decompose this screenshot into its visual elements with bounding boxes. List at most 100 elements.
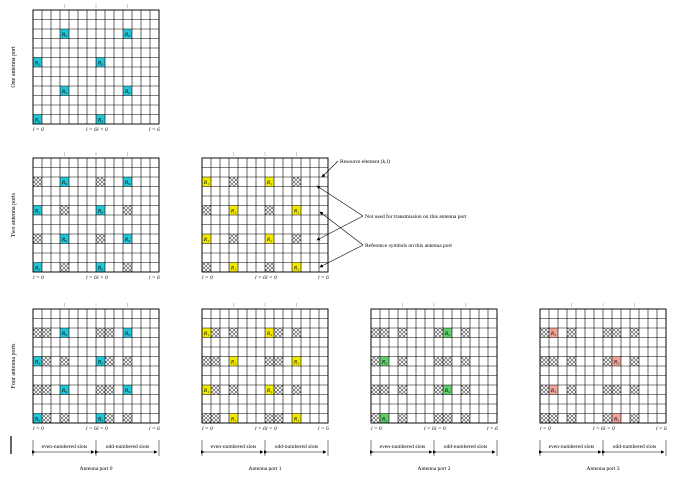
reference-symbol-label: R₀ — [124, 89, 130, 95]
unused-resource-element — [265, 262, 274, 272]
resource-grid-antenna-port-0: R₀ R₀ R₀ R₀ R₀ R₀ R₀ R₀ — [32, 152, 160, 273]
unused-resource-element — [371, 328, 380, 338]
reference-symbol-cell — [202, 328, 211, 338]
unused-resource-element — [540, 328, 549, 338]
unused-resource-element — [461, 385, 470, 395]
unused-resource-element — [371, 385, 380, 395]
reference-symbol-cell — [96, 413, 105, 423]
unused-resource-element — [105, 413, 114, 423]
unused-resource-element — [567, 328, 576, 338]
reference-symbol-cell — [229, 262, 238, 272]
unused-resource-element — [630, 413, 639, 423]
symbol-index-label: l = 6 — [86, 127, 97, 133]
symbol-index-label: l = 6 — [255, 275, 266, 281]
unused-resource-element — [603, 385, 612, 395]
unused-resource-element — [42, 385, 51, 395]
reference-symbol-cell — [33, 413, 42, 423]
unused-resource-element — [461, 356, 470, 366]
resource-grid-antenna-port-0: R₀ R₀ R₀ R₀ R₀ R₀ R₀ R₀ — [32, 303, 160, 424]
antenna-port-caption: Antenna port 0 — [80, 466, 113, 472]
unused-resource-element — [434, 328, 443, 338]
unused-resource-element — [567, 413, 576, 423]
unused-resource-element — [630, 328, 639, 338]
reference-symbol-cell — [60, 328, 69, 338]
unused-resource-element — [96, 234, 105, 244]
unused-resource-element — [33, 177, 42, 187]
unused-resource-element — [265, 205, 274, 215]
reference-symbol-label: R₁ — [230, 265, 236, 271]
unused-resource-element — [229, 177, 238, 187]
unused-resource-element — [567, 385, 576, 395]
reference-symbol-label: R₁ — [293, 208, 299, 214]
reference-symbol-cell — [60, 29, 69, 39]
unused-resource-element — [292, 234, 301, 244]
reference-symbol-cell — [292, 356, 301, 366]
unused-resource-element — [202, 262, 211, 272]
unused-resource-element — [60, 205, 69, 215]
unused-resource-element — [434, 356, 443, 366]
unused-resource-element — [229, 234, 238, 244]
reference-symbol-label: R₁ — [266, 388, 272, 394]
unused-resource-element — [630, 385, 639, 395]
unused-resource-element — [434, 385, 443, 395]
unused-resource-element — [60, 356, 69, 366]
reference-symbol-cell — [265, 177, 274, 187]
unused-resource-element — [274, 356, 283, 366]
unused-resource-element — [229, 385, 238, 395]
symbol-index-label: l = 6 — [86, 275, 97, 281]
antenna-port-caption: Antenna port 3 — [587, 466, 620, 472]
unused-resource-element — [443, 413, 452, 423]
symbol-index-label: l = 0 — [33, 275, 44, 281]
reference-symbol-label: R₁ — [203, 180, 209, 186]
symbol-index-label: l = 6 — [424, 426, 435, 432]
unused-resource-element — [211, 413, 220, 423]
reference-symbol-label: R₃ — [613, 359, 619, 365]
unused-resource-element — [274, 328, 283, 338]
reference-symbol-label: R₀ — [97, 60, 103, 66]
reference-symbol-label: R₃ — [550, 388, 556, 394]
odd-slots-label: odd-numbered slots — [444, 444, 488, 450]
reference-symbol-cell — [123, 234, 132, 244]
reference-symbol-label: R₀ — [34, 416, 40, 422]
symbol-index-label: l = 6 — [149, 127, 160, 133]
reference-symbol-label: R₁ — [230, 208, 236, 214]
resource-grid-antenna-port-3: R₃ R₃ R₃ R₃ — [539, 303, 667, 424]
resource-grid-antenna-port-1: R₁ R₁ R₁ R₁ R₁ R₁ R₁ R₁ — [201, 303, 329, 424]
reference-symbol-label: R₀ — [34, 117, 40, 123]
reference-symbol-label: R₀ — [124, 331, 130, 337]
reference-symbol-cell — [202, 177, 211, 187]
reference-symbol-label: R₂ — [444, 331, 450, 337]
reference-symbols-annotation: Reference symbols on this antenna port — [365, 242, 452, 249]
reference-symbol-cell — [33, 57, 42, 67]
unused-resource-element — [33, 385, 42, 395]
unused-resource-element — [123, 413, 132, 423]
unused-resource-element — [461, 328, 470, 338]
reference-symbol-label: R₁ — [203, 388, 209, 394]
reference-symbol-cell — [33, 262, 42, 272]
unused-resource-element — [612, 385, 621, 395]
unused-resource-element — [292, 177, 301, 187]
reference-symbol-label: R₂ — [381, 416, 387, 422]
unused-resource-element — [398, 328, 407, 338]
unused-resource-element — [549, 356, 558, 366]
reference-symbol-cell — [123, 86, 132, 96]
reference-symbol-cell — [265, 234, 274, 244]
unused-resource-element — [96, 177, 105, 187]
unused-resource-element — [540, 356, 549, 366]
reference-symbol-cell — [380, 413, 389, 423]
unused-resource-element — [603, 328, 612, 338]
reference-symbol-cell — [549, 328, 558, 338]
reference-symbol-label: R₁ — [266, 331, 272, 337]
unused-resource-element — [202, 205, 211, 215]
unused-resource-element — [33, 234, 42, 244]
unused-resource-element — [202, 413, 211, 423]
reference-symbol-cell — [292, 413, 301, 423]
reference-symbol-cell — [292, 262, 301, 272]
even-slots-label: even-numbered slots — [549, 444, 595, 450]
symbol-index-label: l = 6 — [318, 275, 329, 281]
reference-symbol-cell — [380, 356, 389, 366]
reference-symbol-label: R₀ — [124, 32, 130, 38]
symbol-index-label: l = 0 — [604, 426, 615, 432]
odd-slots-label: odd-numbered slots — [275, 444, 319, 450]
resource-grid-antenna-port-2: R₂ R₂ R₂ R₂ — [370, 303, 498, 424]
